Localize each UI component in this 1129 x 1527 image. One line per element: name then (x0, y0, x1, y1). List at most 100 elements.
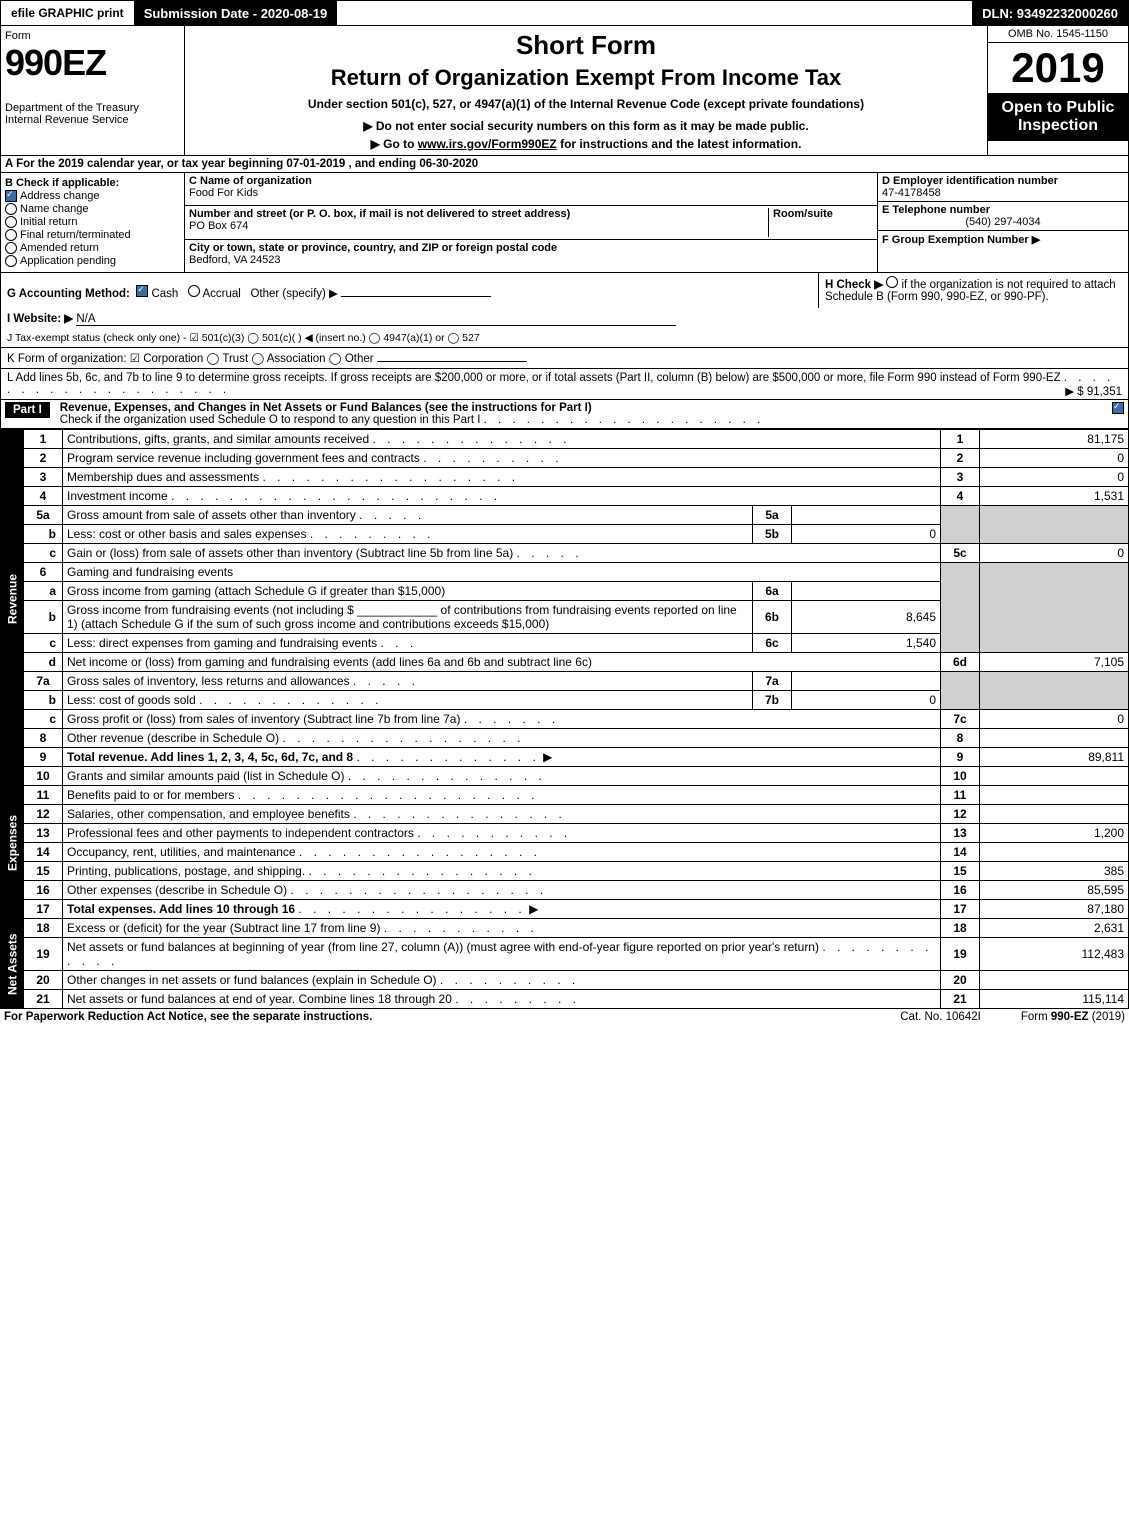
net-assets-side-label: Net Assets (1, 919, 24, 1009)
gross-receipts-amount: ▶ $ 91,351 (1065, 384, 1122, 398)
line-13-value: 1,200 (980, 824, 1129, 843)
header-left: Form 990EZ Department of the Treasury In… (1, 26, 185, 155)
org-name: Food For Kids (189, 187, 873, 199)
col-b-checkboxes: B Check if applicable: Address change Na… (1, 173, 185, 272)
line-4-value: 1,531 (980, 487, 1129, 506)
check-name-change[interactable]: Name change (5, 203, 180, 215)
check-initial-return[interactable]: Initial return (5, 216, 180, 228)
line-8-value (980, 729, 1129, 748)
check-amended-return[interactable]: Amended return (5, 242, 180, 254)
org-name-cell: C Name of organization Food For Kids (185, 173, 877, 206)
row-k-form-org: K Form of organization: ☑ Corporation ◯ … (1, 348, 1128, 369)
dln-label: DLN: 93492232000260 (972, 1, 1128, 25)
line-7a-value (792, 672, 941, 691)
radio-icon (188, 285, 200, 297)
footer-cat-no: Cat. No. 10642I (900, 1011, 981, 1023)
form-word: Form (5, 30, 180, 42)
row-i-website: I Website: ▶ N/A (1, 308, 1128, 329)
footer-form-id: Form 990-EZ (2019) (1021, 1011, 1125, 1023)
line-18-value: 2,631 (980, 919, 1129, 938)
form-number: 990EZ (5, 42, 180, 84)
header-right: OMB No. 1545-1150 2019 Open to Public In… (987, 26, 1128, 155)
subtitle-section: Under section 501(c), 527, or 4947(a)(1)… (189, 97, 983, 111)
line-21-value: 115,114 (980, 990, 1129, 1009)
row-l-gross-receipts: L Add lines 5b, 6c, and 7b to line 9 to … (1, 369, 1128, 399)
submission-date-button[interactable]: Submission Date - 2020-08-19 (134, 1, 338, 25)
radio-icon (5, 255, 17, 267)
subtitle-goto: ▶ Go to www.irs.gov/Form990EZ for instru… (189, 137, 983, 151)
open-inspection: Open to Public Inspection (988, 93, 1128, 141)
radio-icon (5, 203, 17, 215)
header-center: Short Form Return of Organization Exempt… (185, 26, 987, 155)
org-address-cell: Number and street (or P. O. box, if mail… (185, 206, 877, 239)
checkbox-icon (136, 285, 148, 297)
line-6b-value: 8,645 (792, 601, 941, 634)
check-final-return[interactable]: Final return/terminated (5, 229, 180, 241)
radio-icon (5, 242, 17, 254)
ein-value: 47-4178458 (882, 187, 1124, 199)
org-address: PO Box 674 (189, 220, 768, 232)
line-5a-value (792, 506, 941, 525)
entity-block: B Check if applicable: Address change Na… (0, 173, 1129, 273)
other-org-input[interactable] (377, 361, 527, 362)
line-1-value: 81,175 (980, 430, 1129, 449)
radio-icon (5, 216, 17, 228)
line-6a-value (792, 582, 941, 601)
col-c-org-info: C Name of organization Food For Kids Num… (185, 173, 877, 272)
ein-cell: D Employer identification number 47-4178… (878, 173, 1128, 202)
row-h-schedule-b: H Check ▶ if the organization is not req… (818, 273, 1128, 308)
title-short-form: Short Form (189, 30, 983, 61)
omb-number: OMB No. 1545-1150 (988, 26, 1128, 43)
page-footer: For Paperwork Reduction Act Notice, see … (0, 1009, 1129, 1025)
group-exemption-cell: F Group Exemption Number ▶ (878, 231, 1128, 248)
schedule-o-checkbox[interactable] (1112, 402, 1124, 414)
website-value: N/A (76, 313, 676, 326)
other-specify-input[interactable] (341, 296, 491, 297)
line-7c-value: 0 (980, 710, 1129, 729)
form-header: Form 990EZ Department of the Treasury In… (0, 26, 1129, 156)
line-16-value: 85,595 (980, 881, 1129, 900)
line-11-value (980, 786, 1129, 805)
line-2-value: 0 (980, 449, 1129, 468)
dept-treasury: Department of the Treasury (5, 102, 180, 114)
subtitle-ssn-warning: ▶ Do not enter social security numbers o… (189, 119, 983, 133)
line-5b-value: 0 (792, 525, 941, 544)
phone-value: (540) 297-4034 (882, 216, 1124, 228)
row-j-tax-exempt: J Tax-exempt status (check only one) - ☑… (1, 329, 1128, 348)
line-15-value: 385 (980, 862, 1129, 881)
line-5c-value: 0 (980, 544, 1129, 563)
radio-icon[interactable] (886, 276, 898, 288)
line-3-value: 0 (980, 468, 1129, 487)
check-address-change[interactable]: Address change (5, 190, 180, 202)
expenses-side-label: Expenses (1, 767, 24, 919)
org-city-cell: City or town, state or province, country… (185, 240, 877, 272)
org-city: Bedford, VA 24523 (189, 254, 873, 266)
check-application-pending[interactable]: Application pending (5, 255, 180, 267)
line-17-value: 87,180 (980, 900, 1129, 919)
col-def: D Employer identification number 47-4178… (877, 173, 1128, 272)
row-a-tax-year: A For the 2019 calendar year, or tax yea… (0, 156, 1129, 173)
checkbox-icon (5, 190, 17, 202)
line-6d-value: 7,105 (980, 653, 1129, 672)
part-1-table: Revenue 1 Contributions, gifts, grants, … (0, 429, 1129, 1009)
radio-icon (5, 229, 17, 241)
revenue-side-label: Revenue (1, 430, 24, 767)
irs-label: Internal Revenue Service (5, 114, 180, 126)
phone-cell: E Telephone number (540) 297-4034 (878, 202, 1128, 231)
line-7b-value: 0 (792, 691, 941, 710)
part-1-label: Part I (5, 402, 50, 418)
line-20-value (980, 971, 1129, 990)
title-return: Return of Organization Exempt From Incom… (189, 65, 983, 91)
col-b-label: B Check if applicable: (5, 177, 180, 189)
line-19-value: 112,483 (980, 938, 1129, 971)
line-6c-value: 1,540 (792, 634, 941, 653)
top-bar: efile GRAPHIC print Submission Date - 20… (0, 0, 1129, 26)
line-10-value (980, 767, 1129, 786)
part-1-header: Part I Revenue, Expenses, and Changes in… (0, 400, 1129, 429)
tax-year: 2019 (988, 43, 1128, 93)
efile-label[interactable]: efile GRAPHIC print (1, 6, 134, 20)
line-9-value: 89,811 (980, 748, 1129, 767)
irs-link[interactable]: www.irs.gov/Form990EZ (418, 137, 557, 151)
footer-paperwork: For Paperwork Reduction Act Notice, see … (4, 1011, 372, 1023)
line-14-value (980, 843, 1129, 862)
